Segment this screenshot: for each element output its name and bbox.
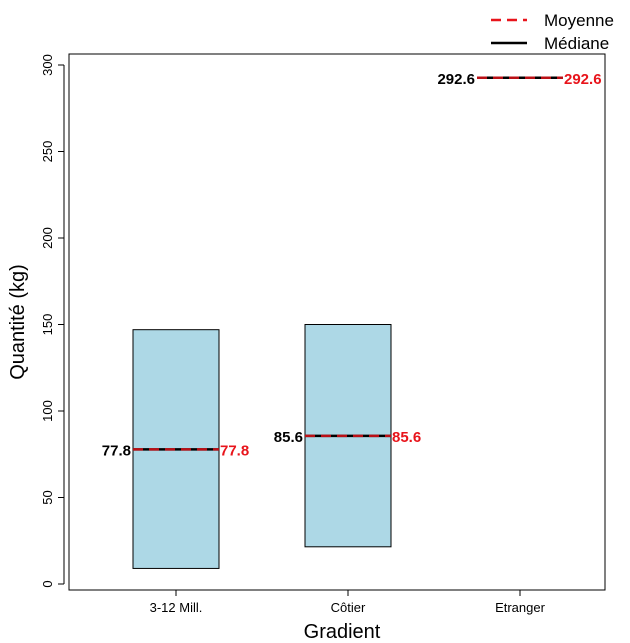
x-tick-label: Etranger [495,600,546,615]
y-axis: 0 50 100 150 200 250 300 [40,54,65,588]
x-tick-label: Côtier [331,600,366,615]
legend-label: Moyenne [544,11,614,30]
y-tick-label: 50 [40,490,55,504]
y-tick-label: 100 [40,400,55,422]
median-label: 85.6 [274,429,303,446]
mean-label: 85.6 [392,429,421,446]
boxes: 77.8 77.8 85.6 85.6 292.6 292.6 [102,71,602,569]
y-tick-label: 250 [40,141,55,163]
box-group: 85.6 85.6 [274,324,421,548]
y-axis-label: Quantité (kg) [7,264,29,380]
y-tick-label: 300 [40,54,55,76]
x-axis-label: Gradient [304,621,381,643]
y-tick-label: 0 [40,580,55,587]
median-label: 77.8 [102,442,131,459]
legend: Moyenne Médiane [491,11,614,53]
y-tick-label: 200 [40,227,55,249]
median-label: 292.6 [437,71,475,88]
legend-item: Moyenne [491,11,614,30]
legend-item: Médiane [491,34,609,53]
mean-label: 77.8 [220,442,249,459]
box-group: 292.6 292.6 [437,71,601,88]
legend-label: Médiane [544,34,609,53]
y-tick-label: 150 [40,314,55,336]
x-tick-label: 3-12 Mill. [150,600,203,615]
x-axis: 3-12 Mill. Côtier Etranger [150,589,546,615]
box-group: 77.8 77.8 [102,329,249,569]
mean-label: 292.6 [564,71,602,88]
